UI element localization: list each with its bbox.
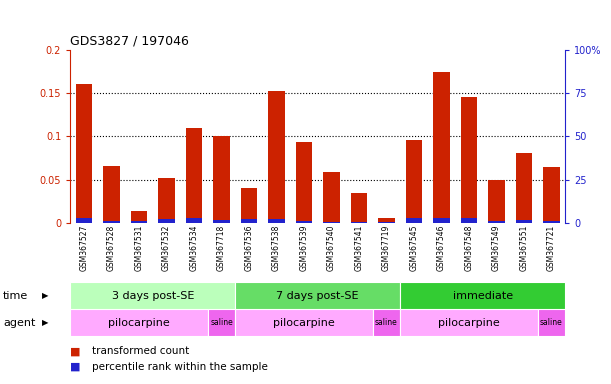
Text: GSM367528: GSM367528 — [107, 225, 116, 271]
Bar — [241, 188, 257, 223]
Text: time: time — [3, 291, 28, 301]
Bar — [400, 309, 538, 336]
Text: GSM367721: GSM367721 — [547, 225, 556, 271]
Text: GSM367546: GSM367546 — [437, 225, 446, 271]
Bar — [186, 128, 202, 223]
Text: transformed count: transformed count — [92, 346, 189, 356]
Bar — [235, 309, 373, 336]
Bar — [296, 221, 312, 223]
Bar — [406, 140, 422, 223]
Bar — [323, 222, 340, 223]
Text: saline: saline — [540, 318, 563, 327]
Text: pilocarpine: pilocarpine — [273, 318, 335, 328]
Bar — [373, 309, 400, 336]
Bar — [296, 142, 312, 223]
Bar — [461, 218, 477, 223]
Bar — [543, 167, 560, 223]
Bar — [213, 136, 230, 223]
Bar — [543, 221, 560, 223]
Text: ■: ■ — [70, 362, 81, 372]
Bar — [400, 282, 565, 309]
Text: immediate: immediate — [453, 291, 513, 301]
Text: GSM367540: GSM367540 — [327, 225, 336, 271]
Bar — [70, 309, 208, 336]
Bar — [268, 219, 285, 223]
Bar — [158, 219, 175, 223]
Bar — [208, 309, 235, 336]
Bar — [268, 91, 285, 223]
Text: GSM367539: GSM367539 — [299, 225, 309, 271]
Bar — [70, 282, 235, 309]
Bar — [103, 166, 120, 223]
Bar — [516, 220, 532, 223]
Bar — [76, 84, 92, 223]
Text: ▶: ▶ — [42, 291, 48, 300]
Bar — [378, 217, 395, 223]
Text: GSM367534: GSM367534 — [189, 225, 199, 271]
Text: percentile rank within the sample: percentile rank within the sample — [92, 362, 268, 372]
Bar — [433, 218, 450, 223]
Text: agent: agent — [3, 318, 35, 328]
Text: GSM367538: GSM367538 — [272, 225, 281, 271]
Text: GSM367531: GSM367531 — [134, 225, 144, 271]
Bar — [351, 222, 367, 223]
Bar — [323, 172, 340, 223]
Text: GSM367536: GSM367536 — [244, 225, 254, 271]
Text: ▶: ▶ — [42, 318, 48, 327]
Text: ■: ■ — [70, 346, 81, 356]
Bar — [76, 217, 92, 223]
Text: GDS3827 / 197046: GDS3827 / 197046 — [70, 35, 189, 48]
Text: 7 days post-SE: 7 days post-SE — [276, 291, 359, 301]
Bar — [488, 221, 505, 223]
Text: GSM367548: GSM367548 — [464, 225, 474, 271]
Bar — [538, 309, 565, 336]
Text: GSM367549: GSM367549 — [492, 225, 501, 271]
Text: GSM367551: GSM367551 — [519, 225, 529, 271]
Text: GSM367532: GSM367532 — [162, 225, 171, 271]
Text: saline: saline — [210, 318, 233, 327]
Bar — [158, 178, 175, 223]
Bar — [235, 282, 400, 309]
Text: saline: saline — [375, 318, 398, 327]
Bar — [186, 218, 202, 223]
Text: pilocarpine: pilocarpine — [108, 318, 170, 328]
Bar — [461, 97, 477, 223]
Bar — [131, 221, 147, 223]
Bar — [406, 218, 422, 223]
Bar — [241, 219, 257, 223]
Text: pilocarpine: pilocarpine — [438, 318, 500, 328]
Text: GSM367718: GSM367718 — [217, 225, 226, 271]
Text: GSM367719: GSM367719 — [382, 225, 391, 271]
Bar — [131, 212, 147, 223]
Bar — [378, 222, 395, 223]
Bar — [516, 153, 532, 223]
Bar — [351, 194, 367, 223]
Text: GSM367527: GSM367527 — [79, 225, 89, 271]
Bar — [433, 71, 450, 223]
Bar — [213, 220, 230, 223]
Text: 3 days post-SE: 3 days post-SE — [112, 291, 194, 301]
Text: GSM367541: GSM367541 — [354, 225, 364, 271]
Bar — [103, 221, 120, 223]
Bar — [488, 180, 505, 223]
Text: GSM367545: GSM367545 — [409, 225, 419, 271]
